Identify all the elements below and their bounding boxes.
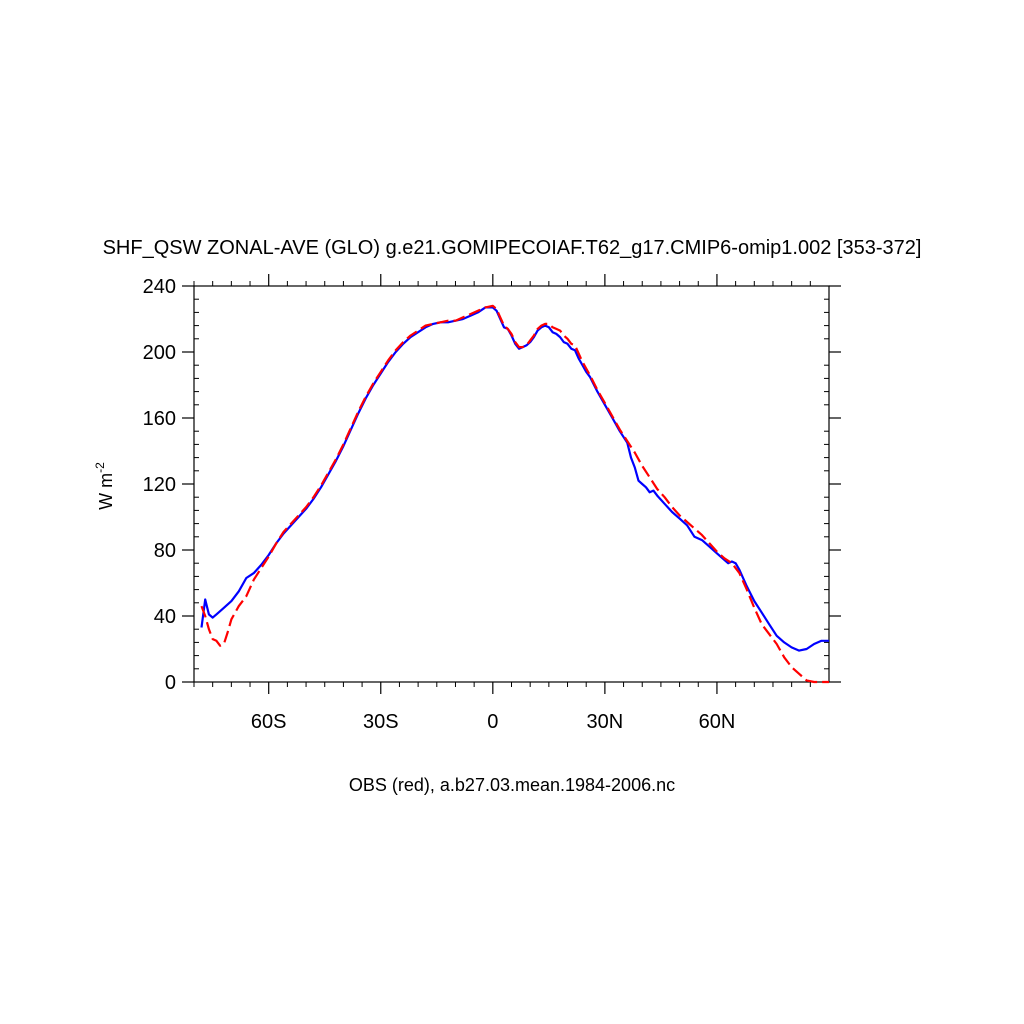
chart-title: SHF_QSW ZONAL-AVE (GLO) g.e21.GOMIPECOIA…: [103, 237, 922, 259]
y-tick-label: 0: [165, 672, 176, 694]
x-axis-label: OBS (red), a.b27.03.mean.1984-2006.nc: [349, 775, 675, 795]
y-tick-label: 120: [143, 474, 176, 496]
model-series-line: [200, 306, 829, 652]
y-tick-label: 200: [143, 342, 176, 364]
ticks-group: 0 40 80 120 160 200 240 60S 30S 0 30N 60N: [143, 274, 841, 733]
y-tick-label: 40: [154, 606, 176, 628]
y-axis-label: W m-2: [93, 462, 116, 510]
plot-frame: [193, 285, 830, 683]
y-axis-label-text: W m: [96, 473, 116, 510]
y-tick-label: 240: [143, 276, 176, 298]
x-tick-label: 0: [487, 711, 498, 733]
x-tick-label: 30S: [363, 711, 399, 733]
x-tick-label: 60N: [699, 711, 736, 733]
obs-series-line: [200, 304, 829, 684]
axes-group: [193, 285, 830, 683]
y-axis-label-exponent: -2: [93, 462, 107, 473]
series-group: [200, 304, 829, 684]
x-tick-label: 30N: [587, 711, 624, 733]
y-tick-label: 160: [143, 408, 176, 430]
y-tick-label: 80: [154, 540, 176, 562]
x-tick-label: 60S: [251, 711, 287, 733]
